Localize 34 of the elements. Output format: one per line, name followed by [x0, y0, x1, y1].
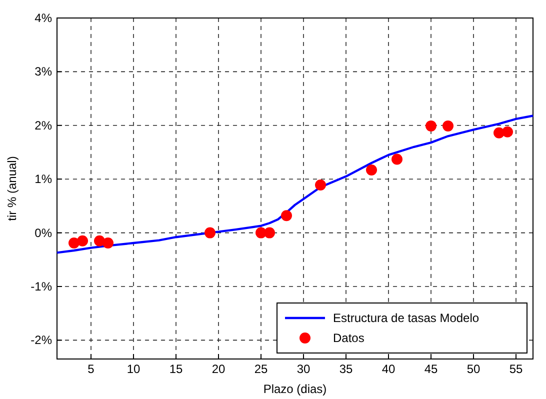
x-tick-label: 15 [169, 362, 183, 376]
y-tick-label: 3% [34, 64, 52, 79]
point [204, 227, 216, 238]
y-tick-label: -1% [30, 280, 52, 294]
point [315, 180, 326, 191]
x-tick-label: 10 [126, 362, 140, 376]
x-tick-label: 50 [466, 362, 480, 376]
point [102, 238, 114, 249]
y-tick-label: 0% [34, 226, 52, 240]
line-series [56, 114, 534, 254]
point [426, 120, 436, 132]
x-tick-label: 5 [88, 362, 95, 376]
x-tick-label: 25 [254, 362, 268, 376]
point [442, 120, 454, 132]
x-tick-label: 30 [296, 362, 310, 376]
legend-label: Datos [333, 331, 364, 345]
x-tick-label: 55 [509, 362, 523, 376]
x-tick-label: 45 [424, 362, 438, 376]
y-tick-label: 1% [34, 172, 52, 186]
y-tick-label: 4% [34, 11, 52, 25]
x-axis-title: Plazo (dias) [263, 382, 327, 396]
point [77, 235, 88, 246]
point [502, 126, 513, 138]
legend-label: Estructura de tasas Modelo [333, 311, 480, 325]
point [264, 227, 275, 238]
y-tick-label: -2% [30, 333, 52, 348]
y-axis-title: tir % (anual) [5, 156, 19, 221]
point [281, 210, 292, 222]
y-tick-label: 2% [34, 118, 52, 132]
x-tick-label: 20 [212, 362, 226, 376]
point [366, 164, 377, 176]
x-tick-label: 40 [382, 362, 396, 376]
point [392, 154, 402, 165]
x-tick-label: 35 [339, 362, 353, 376]
